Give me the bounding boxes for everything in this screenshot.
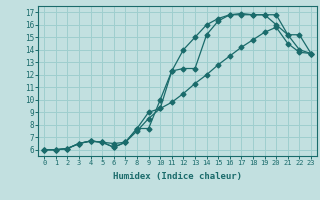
X-axis label: Humidex (Indice chaleur): Humidex (Indice chaleur) xyxy=(113,172,242,181)
